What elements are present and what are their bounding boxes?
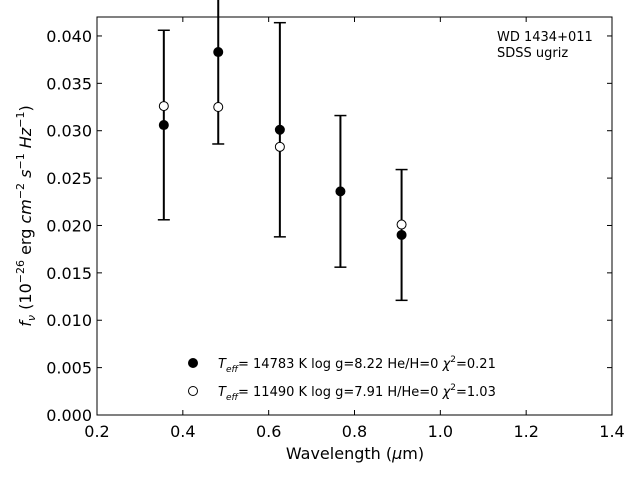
y-tick-label: 0.015 xyxy=(46,264,92,283)
point-open-model xyxy=(213,102,224,113)
y-tick-label: 0.040 xyxy=(46,27,92,46)
point-filled-model xyxy=(213,47,224,58)
x-tick-label: 0.6 xyxy=(256,422,281,441)
y-tick-label: 0.020 xyxy=(46,216,92,235)
legend-marker-filled xyxy=(188,358,198,368)
x-ticks: 0.2 0.4 0.6 0.8 1.0 1.2 1.4 xyxy=(84,17,625,441)
point-open-model xyxy=(274,141,285,152)
point-filled-model xyxy=(335,186,346,197)
legend-label-model-1: Teff= 14783 K log g=8.22 He/H=0 χ2=0.21 xyxy=(218,355,496,375)
y-tick-label: 0.030 xyxy=(46,122,92,141)
y-axis-label: fν (10−26 erg cm−2 s−1 Hz−1) xyxy=(14,105,38,326)
legend: Teff= 14783 K log g=8.22 He/H=0 χ2=0.21 … xyxy=(188,355,496,403)
y-tick-label: 0.000 xyxy=(46,406,92,425)
x-tick-label: 0.8 xyxy=(342,422,367,441)
point-filled-model xyxy=(396,229,407,240)
x-tick-label: 1.2 xyxy=(513,422,538,441)
x-axis-label: Wavelength (μm) xyxy=(286,444,424,463)
y-ticks: 0.000 0.005 0.010 0.015 0.020 0.025 0.030 0.035… xyxy=(46,27,612,425)
y-tick-label: 0.025 xyxy=(46,169,92,188)
point-filled-model xyxy=(274,124,285,135)
x-tick-label: 1.4 xyxy=(599,422,624,441)
legend-marker-open xyxy=(188,386,198,396)
annotation-object: WD 1434+011 xyxy=(497,30,593,45)
x-tick-label: 0.4 xyxy=(170,422,195,441)
point-open-model xyxy=(396,219,407,230)
plot-frame xyxy=(96,16,613,416)
x-tick-label: 1.0 xyxy=(428,422,453,441)
point-open-model xyxy=(158,101,169,112)
point-filled-model xyxy=(158,120,169,131)
y-tick-label: 0.010 xyxy=(46,311,92,330)
x-tick-label: 0.2 xyxy=(84,422,109,441)
legend-label-model-2: Teff= 11490 K log g=7.91 H/He=0 χ2=1.03 xyxy=(218,383,496,403)
annotation-survey: SDSS ugriz xyxy=(497,46,568,61)
y-tick-label: 0.005 xyxy=(46,359,92,378)
y-tick-label: 0.035 xyxy=(46,74,92,93)
data-points xyxy=(158,47,407,240)
